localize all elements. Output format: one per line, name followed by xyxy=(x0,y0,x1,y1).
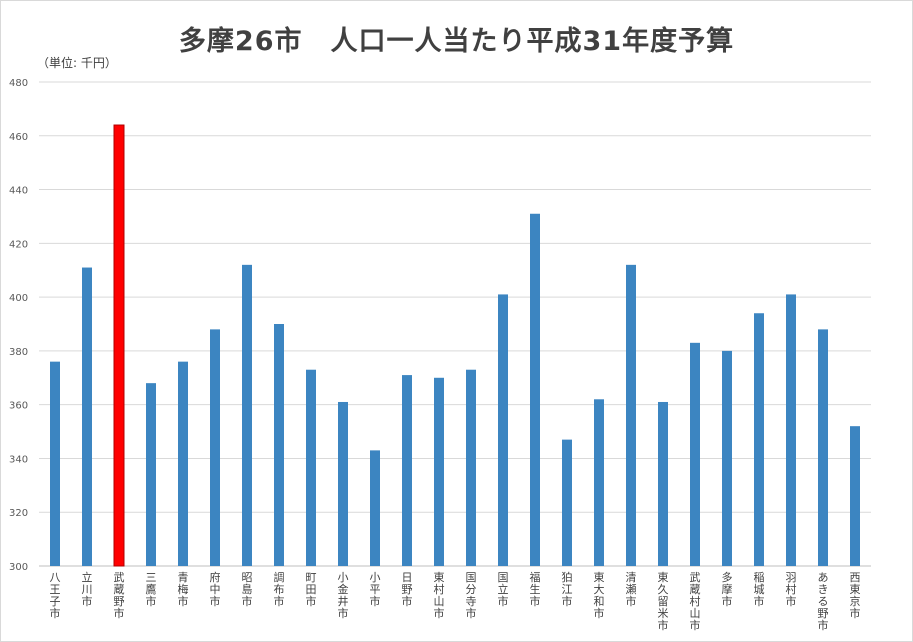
bar xyxy=(306,369,316,566)
bar xyxy=(274,324,284,566)
y-tick-label: 320 xyxy=(9,508,28,519)
bar xyxy=(242,264,252,566)
x-category-label: 国分寺市 xyxy=(466,571,477,620)
bar xyxy=(370,450,380,566)
bar xyxy=(690,342,700,566)
bar xyxy=(338,401,348,566)
bar xyxy=(82,267,92,566)
bar xyxy=(50,361,60,566)
x-category-label: 稲城市 xyxy=(754,571,765,608)
bar xyxy=(530,213,540,566)
x-category-label: 立川市 xyxy=(82,570,93,608)
x-category-label: 日野市 xyxy=(402,571,413,608)
y-tick-label: 460 xyxy=(9,132,28,143)
x-category-label: 東村山市 xyxy=(434,571,445,620)
bar-highlighted xyxy=(113,124,125,567)
bar xyxy=(754,313,764,566)
x-category-label: 西東京市 xyxy=(850,571,861,620)
bar xyxy=(402,375,412,566)
x-category-label: あきる野市 xyxy=(818,571,829,632)
y-tick-label: 400 xyxy=(9,293,28,304)
bar xyxy=(210,329,220,566)
bar xyxy=(146,383,156,566)
bar xyxy=(562,439,572,566)
bar xyxy=(626,264,636,566)
bar xyxy=(722,350,732,566)
y-tick-label: 440 xyxy=(9,186,28,197)
x-category-label: 狛江市 xyxy=(562,571,573,608)
x-category-label: 小金井市 xyxy=(338,571,349,620)
y-tick-label: 420 xyxy=(9,239,28,250)
bar xyxy=(818,329,828,566)
unit-label: （単位: 千円） xyxy=(37,56,117,70)
bar xyxy=(658,401,668,566)
x-category-label: 昭島市 xyxy=(242,571,253,608)
x-category-label: 東大和市 xyxy=(594,571,605,620)
bar xyxy=(786,294,796,566)
x-category-label: 国立市 xyxy=(498,571,509,608)
x-category-label: 八王子市 xyxy=(50,571,61,620)
x-category-label: 東久留米市 xyxy=(658,571,669,632)
y-tick-label: 340 xyxy=(9,454,28,465)
bar xyxy=(178,361,188,566)
x-category-label: 町田市 xyxy=(306,571,317,608)
x-category-label: 青梅市 xyxy=(178,571,189,608)
bar xyxy=(498,294,508,566)
bar xyxy=(466,369,476,566)
y-tick-label: 480 xyxy=(9,78,28,89)
x-category-label: 武蔵野市 xyxy=(114,571,125,620)
x-category-label: 福生市 xyxy=(530,570,541,608)
bar xyxy=(594,399,604,566)
x-category-label: 府中市 xyxy=(210,570,221,608)
bar xyxy=(434,377,444,566)
x-category-label: 三鷹市 xyxy=(146,571,157,608)
y-tick-label: 300 xyxy=(9,562,28,573)
bar xyxy=(850,426,860,566)
chart-title: 多摩26市 人口一人当たり平成31年度予算 xyxy=(178,26,735,57)
x-category-label: 武蔵村山市 xyxy=(690,571,701,632)
x-category-label: 多摩市 xyxy=(722,570,733,608)
x-category-label: 調布市 xyxy=(274,570,285,608)
x-category-label: 清瀬市 xyxy=(626,571,637,608)
y-tick-label: 360 xyxy=(9,401,28,412)
x-category-label: 小平市 xyxy=(370,571,381,608)
y-tick-label: 380 xyxy=(9,347,28,358)
x-category-label: 羽村市 xyxy=(786,571,797,608)
